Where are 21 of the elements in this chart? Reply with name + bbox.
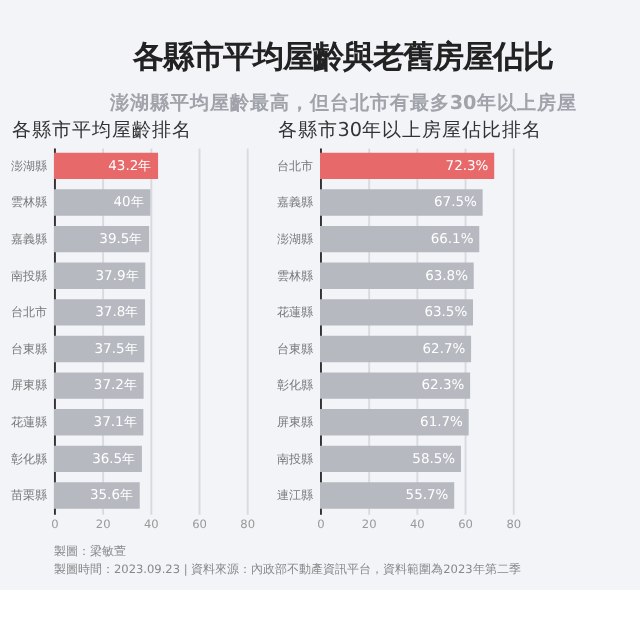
bar — [320, 225, 480, 253]
text: 各縣市平均屋齡與老舊房屋佔比 — [131, 38, 554, 75]
bar — [53, 409, 144, 436]
bar — [53, 482, 140, 509]
bar — [53, 152, 159, 180]
text: 澎湖縣平均屋齡最高，但台北市有最多30年以上房屋 — [107, 90, 577, 115]
bar — [320, 152, 495, 180]
bar — [320, 372, 471, 399]
bar — [320, 335, 472, 363]
bar — [320, 482, 455, 509]
bar — [53, 372, 144, 399]
bar — [320, 189, 483, 216]
bar — [53, 299, 146, 326]
bar — [53, 335, 145, 363]
bar — [53, 189, 151, 216]
chart-title: 各縣市平均屋齡排名 — [11, 117, 192, 142]
chart-title: 各縣市30年以上房屋佔比排名 — [277, 117, 543, 142]
bar — [320, 262, 474, 289]
bar — [320, 445, 461, 473]
bar — [320, 299, 474, 326]
bar — [320, 409, 469, 436]
